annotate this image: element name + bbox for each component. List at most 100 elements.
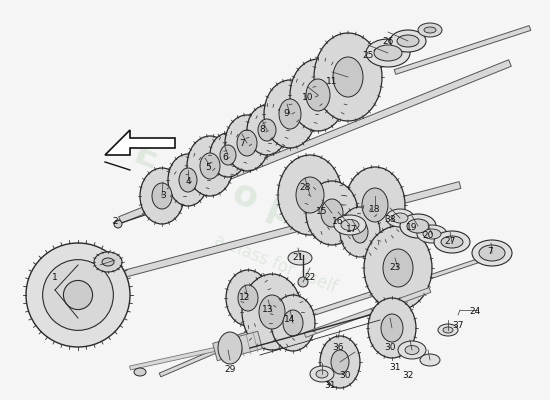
Text: 11: 11: [326, 78, 338, 86]
Ellipse shape: [220, 145, 236, 165]
Ellipse shape: [362, 188, 388, 222]
Ellipse shape: [114, 220, 122, 228]
Text: 38: 38: [384, 216, 396, 224]
Text: 19: 19: [406, 224, 418, 232]
Ellipse shape: [152, 183, 172, 209]
Text: 6: 6: [222, 152, 228, 162]
Ellipse shape: [418, 23, 442, 37]
Polygon shape: [229, 278, 416, 342]
Text: 30: 30: [339, 370, 351, 380]
Polygon shape: [119, 182, 461, 278]
Ellipse shape: [352, 221, 368, 243]
Ellipse shape: [364, 226, 432, 310]
Ellipse shape: [310, 366, 334, 382]
Text: 5: 5: [205, 164, 211, 172]
Text: 31: 31: [324, 380, 336, 390]
Text: 23: 23: [389, 264, 401, 272]
Text: 7: 7: [487, 248, 493, 256]
Ellipse shape: [405, 346, 419, 354]
Ellipse shape: [242, 274, 302, 350]
Text: a class for itself: a class for itself: [211, 231, 339, 297]
Text: 4: 4: [185, 176, 191, 186]
Ellipse shape: [210, 133, 246, 177]
Text: 29: 29: [224, 366, 236, 374]
Ellipse shape: [237, 130, 257, 156]
Ellipse shape: [298, 277, 308, 287]
Text: 1: 1: [52, 274, 58, 282]
Text: 28: 28: [299, 184, 311, 192]
Ellipse shape: [259, 295, 285, 329]
Text: 14: 14: [284, 316, 296, 324]
Text: 36: 36: [332, 344, 344, 352]
Ellipse shape: [247, 105, 287, 155]
Ellipse shape: [43, 260, 113, 330]
Polygon shape: [130, 343, 235, 370]
Polygon shape: [304, 288, 431, 337]
Ellipse shape: [134, 368, 146, 376]
Ellipse shape: [258, 119, 276, 141]
Text: 20: 20: [422, 230, 434, 240]
Ellipse shape: [345, 167, 405, 243]
Ellipse shape: [316, 370, 328, 378]
Ellipse shape: [472, 240, 512, 266]
Ellipse shape: [424, 27, 436, 33]
Text: 7: 7: [239, 140, 245, 148]
Ellipse shape: [407, 219, 429, 233]
Ellipse shape: [443, 327, 453, 333]
Ellipse shape: [479, 245, 505, 261]
Text: 21: 21: [292, 254, 304, 262]
Text: 27: 27: [444, 238, 456, 246]
Ellipse shape: [390, 30, 426, 52]
Polygon shape: [159, 343, 231, 377]
Ellipse shape: [26, 243, 130, 347]
Text: 15: 15: [316, 206, 328, 216]
Ellipse shape: [279, 99, 301, 129]
Ellipse shape: [102, 258, 114, 266]
Ellipse shape: [168, 154, 208, 206]
Ellipse shape: [334, 215, 366, 235]
Text: 9: 9: [283, 110, 289, 118]
Ellipse shape: [366, 39, 410, 67]
Ellipse shape: [238, 285, 258, 311]
Ellipse shape: [321, 199, 343, 227]
Ellipse shape: [288, 251, 312, 265]
Ellipse shape: [264, 80, 316, 148]
Text: 31: 31: [389, 364, 401, 372]
Ellipse shape: [320, 336, 360, 388]
Ellipse shape: [438, 324, 458, 336]
Ellipse shape: [331, 350, 349, 374]
Ellipse shape: [374, 45, 402, 61]
Ellipse shape: [417, 225, 447, 243]
Ellipse shape: [441, 236, 463, 248]
Polygon shape: [119, 60, 512, 223]
Polygon shape: [213, 331, 262, 361]
Ellipse shape: [383, 249, 413, 287]
Ellipse shape: [400, 214, 436, 238]
Text: 24: 24: [469, 308, 481, 316]
Ellipse shape: [381, 314, 403, 342]
Ellipse shape: [63, 280, 92, 310]
Text: 32: 32: [402, 370, 414, 380]
Ellipse shape: [226, 270, 270, 326]
Ellipse shape: [218, 332, 242, 364]
Ellipse shape: [434, 231, 470, 253]
Ellipse shape: [283, 310, 303, 336]
Ellipse shape: [397, 35, 419, 47]
Ellipse shape: [341, 220, 359, 230]
Text: 30: 30: [384, 344, 396, 352]
Ellipse shape: [368, 298, 416, 358]
Ellipse shape: [278, 155, 342, 235]
Ellipse shape: [314, 33, 382, 121]
Ellipse shape: [340, 207, 380, 257]
Ellipse shape: [423, 229, 441, 239]
Ellipse shape: [140, 168, 184, 224]
Text: E u r o p a r t s: E u r o p a r t s: [129, 136, 421, 280]
Text: 8: 8: [259, 126, 265, 134]
Text: 2: 2: [112, 218, 118, 226]
Ellipse shape: [290, 59, 346, 131]
Text: 12: 12: [239, 294, 251, 302]
Polygon shape: [105, 130, 175, 155]
Text: 22: 22: [304, 274, 316, 282]
Ellipse shape: [306, 181, 358, 245]
Polygon shape: [414, 248, 510, 284]
